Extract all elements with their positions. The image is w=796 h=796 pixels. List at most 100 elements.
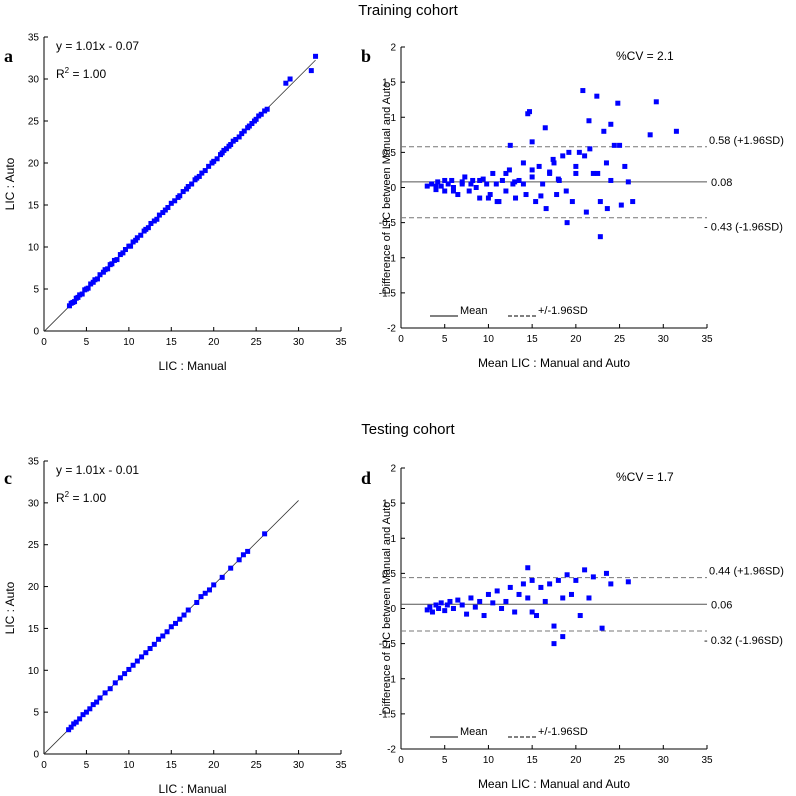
data-point xyxy=(466,188,472,194)
y-axis-label: Difference of LIC between Manual and Aut… xyxy=(381,502,393,715)
x-tick-label: 30 xyxy=(293,760,305,771)
data-point xyxy=(424,183,430,189)
data-point xyxy=(534,613,540,619)
x-tick-label: 15 xyxy=(527,334,539,345)
data-point xyxy=(625,579,631,585)
data-point xyxy=(139,654,145,660)
data-point xyxy=(90,279,96,285)
data-point xyxy=(112,680,118,686)
data-point xyxy=(576,149,582,155)
data-point xyxy=(622,163,628,169)
data-point xyxy=(459,602,465,608)
y-axis-label: LIC : Auto xyxy=(3,157,17,210)
data-point xyxy=(468,181,474,187)
legend-sd-label: +/-1.96SD xyxy=(538,726,588,738)
data-point xyxy=(464,611,470,617)
data-point xyxy=(507,142,513,148)
data-point xyxy=(194,599,200,605)
data-point xyxy=(512,609,518,615)
data-point xyxy=(253,116,259,122)
data-point xyxy=(540,181,546,187)
data-point xyxy=(147,646,153,652)
data-point xyxy=(233,136,239,142)
data-point xyxy=(206,163,212,169)
data-point xyxy=(442,608,448,614)
data-point xyxy=(499,177,505,183)
data-point xyxy=(223,146,229,152)
data-point xyxy=(447,598,453,604)
x-tick-label: 30 xyxy=(658,334,670,345)
data-point xyxy=(445,181,451,187)
y-tick-label: 0.5 xyxy=(382,569,396,580)
y-tick-label: 0 xyxy=(33,327,39,338)
panel-label-c: c xyxy=(4,468,12,488)
x-tick-label: 25 xyxy=(614,334,626,345)
data-point xyxy=(525,565,531,571)
data-point xyxy=(73,719,79,725)
data-point xyxy=(181,612,187,618)
data-point xyxy=(258,111,264,117)
data-point xyxy=(160,210,166,216)
y-tick-label: 0.5 xyxy=(382,148,396,159)
data-point xyxy=(625,179,631,185)
data-point xyxy=(241,128,247,134)
data-point xyxy=(542,125,548,131)
data-point xyxy=(569,199,575,205)
data-point xyxy=(513,195,519,201)
data-point xyxy=(525,111,531,117)
data-point xyxy=(604,206,610,212)
data-point xyxy=(196,173,202,179)
x-tick-label: 10 xyxy=(123,337,135,348)
data-point xyxy=(450,188,456,194)
data-point xyxy=(568,591,574,597)
y-tick-label: 30 xyxy=(28,498,40,509)
data-point xyxy=(156,212,162,218)
data-point xyxy=(177,193,183,199)
y-axis-label: LIC : Auto xyxy=(3,581,17,634)
data-point xyxy=(506,167,512,173)
data-point xyxy=(236,134,242,140)
data-point xyxy=(202,590,208,596)
data-point xyxy=(256,113,262,119)
x-axis-label: LIC : Manual xyxy=(158,782,226,796)
data-point xyxy=(603,570,609,576)
x-tick-label: 5 xyxy=(84,337,90,348)
regression-equation: y = 1.01x - 0.07 xyxy=(56,39,139,53)
data-point xyxy=(264,106,270,112)
data-point xyxy=(246,123,252,129)
upper-limit-label: 0.44 (+1.96SD) xyxy=(709,566,784,578)
data-point xyxy=(494,588,500,594)
y-tick-label: 15 xyxy=(28,624,40,635)
data-point xyxy=(102,267,108,273)
data-point xyxy=(582,567,588,573)
data-point xyxy=(77,292,83,298)
y-tick-label: -1.5 xyxy=(379,709,397,720)
data-point xyxy=(597,234,603,240)
data-point xyxy=(151,218,157,224)
x-tick-label: 0 xyxy=(398,334,404,345)
data-point xyxy=(427,604,433,610)
x-tick-label: 20 xyxy=(208,760,220,771)
data-point xyxy=(472,604,478,610)
data-point xyxy=(529,577,535,583)
data-point xyxy=(72,299,78,305)
data-point xyxy=(529,609,535,615)
data-point xyxy=(586,118,592,124)
x-tick-label: 10 xyxy=(483,334,495,345)
data-point xyxy=(202,168,208,174)
data-point xyxy=(653,99,659,105)
data-point xyxy=(120,250,126,256)
data-point xyxy=(75,294,81,300)
x-tick-label: 25 xyxy=(251,760,263,771)
data-point xyxy=(308,68,314,74)
data-point xyxy=(503,188,509,194)
data-point xyxy=(262,108,268,114)
data-point xyxy=(480,176,486,182)
data-point xyxy=(560,153,566,159)
data-point xyxy=(529,167,535,173)
data-point xyxy=(473,185,479,190)
data-point xyxy=(516,177,522,183)
data-point xyxy=(477,598,483,604)
data-point xyxy=(442,177,448,183)
cv-label: %CV = 2.1 xyxy=(616,49,674,63)
